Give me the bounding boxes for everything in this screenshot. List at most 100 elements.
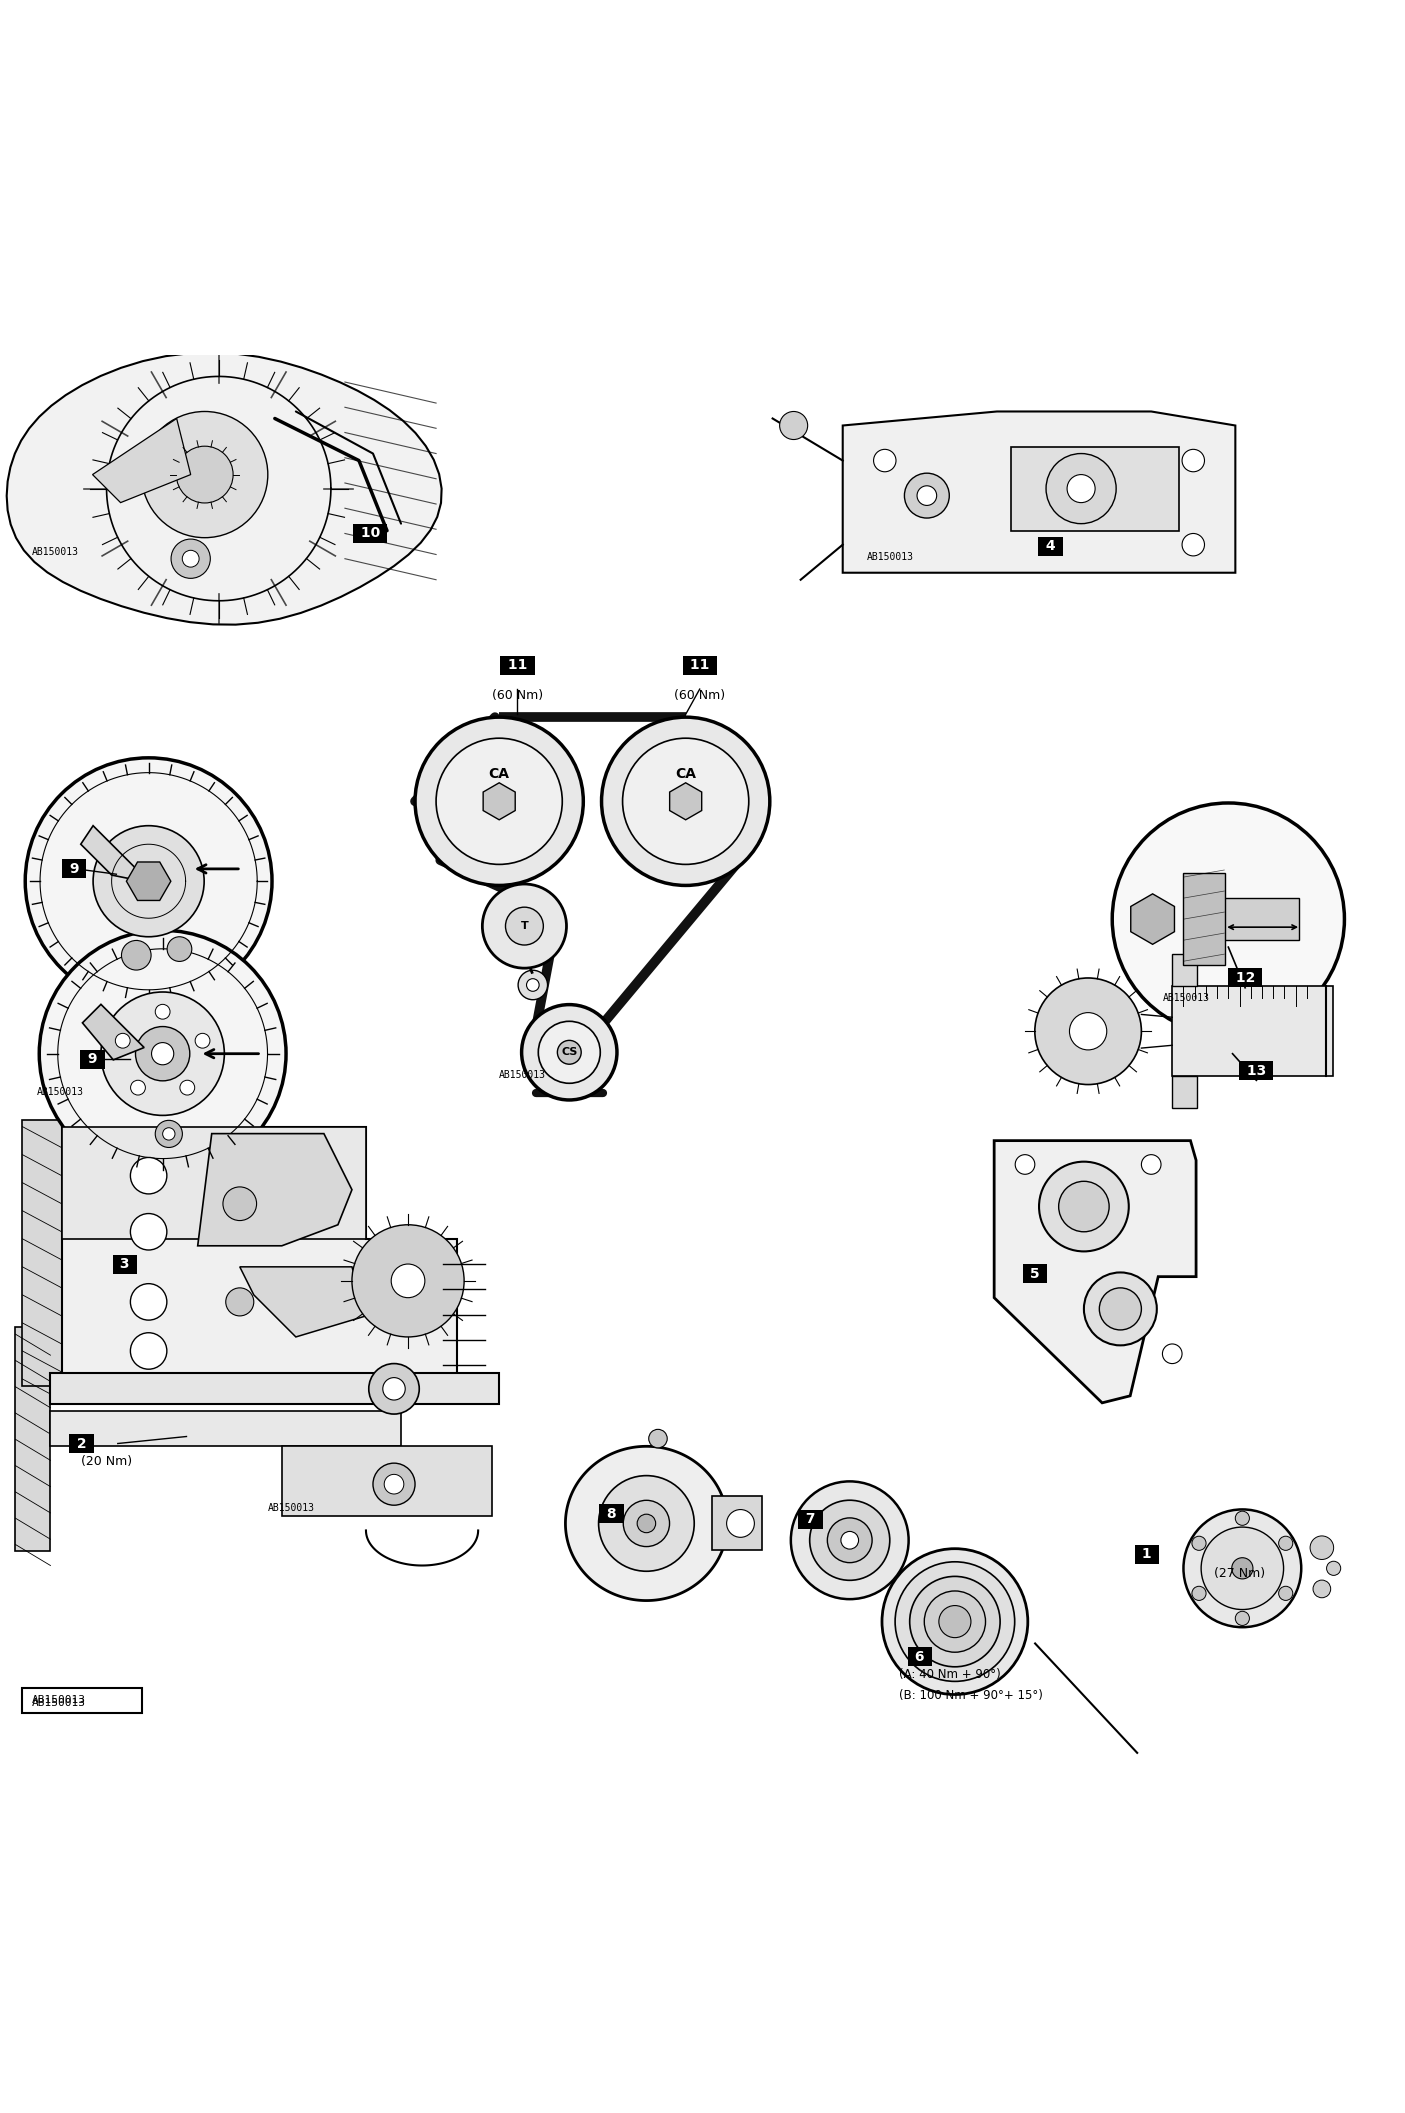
Polygon shape — [1172, 955, 1197, 987]
Circle shape — [131, 1285, 167, 1321]
Circle shape — [1035, 978, 1141, 1084]
Text: 8: 8 — [601, 1507, 621, 1521]
Polygon shape — [843, 412, 1235, 573]
Circle shape — [828, 1517, 873, 1564]
Circle shape — [809, 1500, 889, 1581]
Polygon shape — [483, 782, 516, 820]
Text: 13: 13 — [1242, 1063, 1272, 1078]
Circle shape — [101, 991, 225, 1116]
Text: 1: 1 — [1137, 1547, 1156, 1562]
Circle shape — [131, 1213, 167, 1251]
Bar — [1224, 898, 1300, 940]
Circle shape — [155, 1004, 170, 1018]
Polygon shape — [198, 1133, 351, 1247]
Text: 6: 6 — [910, 1650, 930, 1663]
Polygon shape — [712, 1496, 762, 1551]
Text: (60 Nm): (60 Nm) — [492, 689, 542, 702]
Circle shape — [131, 1333, 167, 1369]
Circle shape — [1191, 1587, 1205, 1600]
Polygon shape — [62, 1126, 365, 1238]
Circle shape — [1040, 1162, 1128, 1251]
Circle shape — [521, 1004, 617, 1101]
Bar — [51, 1373, 499, 1405]
Text: 2: 2 — [72, 1437, 91, 1450]
Circle shape — [1058, 1181, 1109, 1232]
Text: (20 Nm): (20 Nm) — [81, 1456, 132, 1469]
Text: 12: 12 — [1231, 972, 1260, 985]
Text: (60 Nm): (60 Nm) — [674, 689, 725, 702]
Text: CA: CA — [676, 767, 695, 782]
Circle shape — [382, 1378, 405, 1401]
Polygon shape — [62, 1126, 457, 1386]
Text: CS: CS — [561, 1048, 577, 1056]
Circle shape — [726, 1509, 754, 1538]
Polygon shape — [93, 418, 191, 503]
Text: AB150013: AB150013 — [32, 1699, 86, 1707]
Bar — [22, 1688, 142, 1714]
Circle shape — [1279, 1587, 1293, 1600]
Circle shape — [1016, 1154, 1035, 1175]
Polygon shape — [1012, 446, 1179, 530]
Circle shape — [1083, 1272, 1156, 1346]
Circle shape — [155, 1120, 183, 1147]
Circle shape — [882, 1549, 1028, 1695]
Circle shape — [1279, 1536, 1293, 1551]
Circle shape — [1099, 1287, 1141, 1329]
Circle shape — [436, 737, 562, 864]
Circle shape — [1326, 1562, 1340, 1576]
Circle shape — [25, 759, 273, 1004]
Bar — [282, 1445, 492, 1517]
Text: T: T — [520, 921, 528, 932]
Circle shape — [142, 412, 268, 537]
Circle shape — [649, 1428, 667, 1447]
Text: 11: 11 — [503, 659, 532, 672]
Circle shape — [1182, 450, 1204, 471]
Bar — [1183, 873, 1225, 966]
Circle shape — [1183, 1509, 1301, 1627]
Circle shape — [1141, 1154, 1161, 1175]
Circle shape — [391, 1264, 424, 1297]
Circle shape — [226, 1287, 254, 1316]
Circle shape — [909, 1576, 1000, 1667]
Text: 9: 9 — [65, 862, 84, 875]
Polygon shape — [565, 1445, 728, 1600]
Circle shape — [601, 716, 770, 885]
Circle shape — [1235, 1612, 1249, 1625]
Circle shape — [163, 1128, 176, 1141]
Text: (27 Nm): (27 Nm) — [1214, 1568, 1266, 1581]
Polygon shape — [1172, 1076, 1197, 1109]
Circle shape — [195, 1033, 209, 1048]
Text: 9: 9 — [83, 1052, 103, 1067]
Bar — [22, 1120, 62, 1386]
Bar — [15, 1327, 51, 1551]
Text: 3: 3 — [115, 1257, 135, 1272]
Circle shape — [895, 1562, 1014, 1682]
Circle shape — [131, 1158, 167, 1194]
Circle shape — [624, 1500, 670, 1547]
Polygon shape — [80, 826, 142, 881]
Circle shape — [558, 1040, 582, 1065]
Circle shape — [121, 940, 152, 970]
Circle shape — [152, 1042, 174, 1065]
Circle shape — [115, 1033, 131, 1048]
Text: 10: 10 — [355, 526, 385, 541]
Circle shape — [599, 1475, 694, 1572]
Bar — [51, 1411, 400, 1445]
Circle shape — [384, 1475, 403, 1494]
Circle shape — [414, 716, 583, 885]
Text: CA: CA — [489, 767, 510, 782]
Circle shape — [482, 883, 566, 968]
Text: AB150013: AB150013 — [32, 1695, 86, 1705]
Circle shape — [1113, 803, 1345, 1035]
Text: 7: 7 — [801, 1513, 821, 1526]
Polygon shape — [995, 1141, 1196, 1403]
Circle shape — [1162, 1344, 1182, 1363]
Circle shape — [518, 970, 548, 999]
Text: 5: 5 — [1026, 1268, 1044, 1280]
Polygon shape — [83, 1004, 145, 1061]
Circle shape — [1191, 1536, 1205, 1551]
Circle shape — [939, 1606, 971, 1638]
Polygon shape — [126, 862, 171, 900]
Circle shape — [176, 446, 233, 503]
Circle shape — [1066, 475, 1094, 503]
